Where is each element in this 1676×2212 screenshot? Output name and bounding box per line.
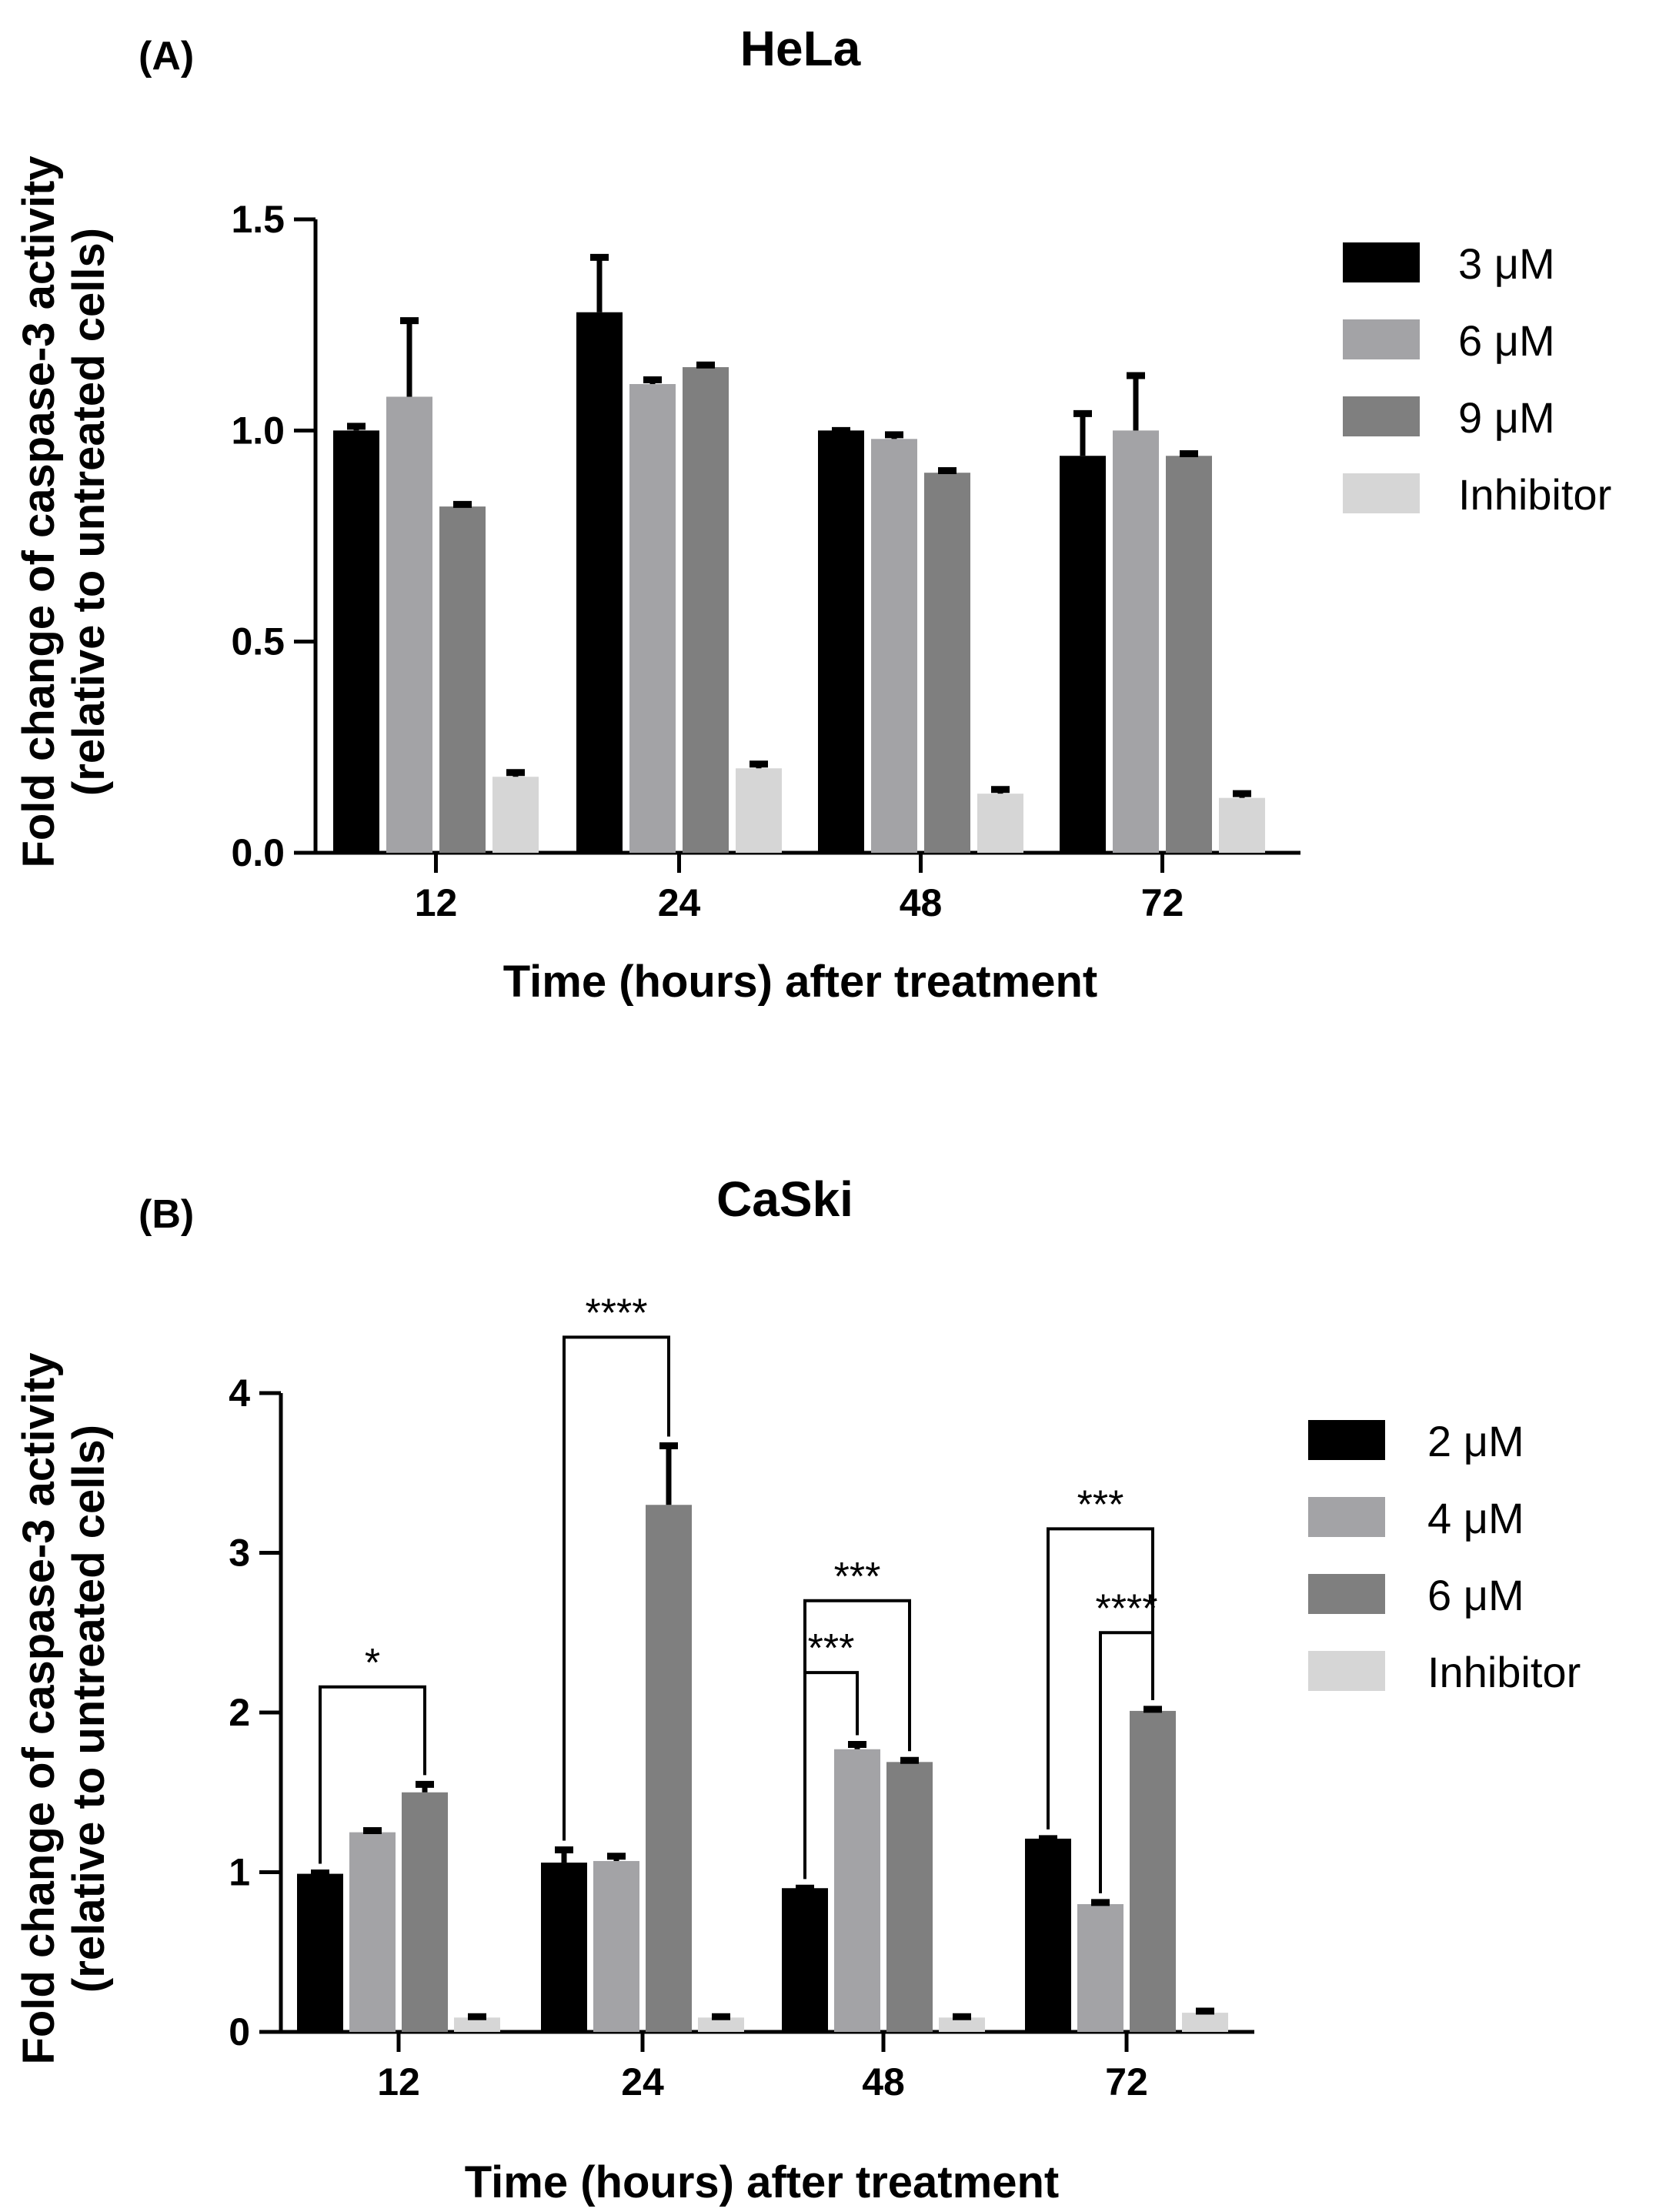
panel-a-ylabel-line2: (relative to untreated cells) — [64, 228, 114, 796]
bar-b-24-1 — [593, 1860, 639, 2032]
panel-a-xlabel: Time (hours) after treatment — [503, 957, 1097, 1007]
legend-a-label-0: 3 μM — [1458, 239, 1555, 288]
bar-b-48-0 — [782, 1888, 828, 2032]
bar-b-24-0 — [541, 1863, 587, 2032]
panel-b-legend: 2 μM 4 μM 6 μM Inhibitor — [1308, 1417, 1581, 1696]
bar-a-12-3 — [492, 777, 539, 853]
panel-a-title: HeLa — [740, 21, 861, 76]
y-tick-label-b: 0 — [229, 2010, 250, 2053]
bar-b-48-3 — [939, 2017, 985, 2032]
bar-a-24-2 — [683, 367, 729, 853]
bar-a-12-1 — [386, 396, 432, 853]
panel-b: (B) CaSki Fold change of caspase-3 activ… — [14, 1171, 1581, 2207]
panel-a-legend: 3 μM 6 μM 9 μM Inhibitor — [1343, 239, 1611, 519]
legend-b-label-3: Inhibitor — [1427, 1648, 1581, 1696]
bar-a-48-0 — [818, 430, 864, 853]
sig-label-b-0: * — [365, 1641, 380, 1686]
legend-a-label-3: Inhibitor — [1458, 470, 1611, 519]
x-tick-label-b: 12 — [377, 2060, 420, 2103]
panel-a: (A) HeLa Fold change of caspase-3 activi… — [14, 21, 1611, 1007]
sig-bracket-b-5 — [1099, 1631, 1154, 1893]
x-tick-label-b: 72 — [1105, 2060, 1148, 2103]
legend-b-swatch-1 — [1308, 1497, 1385, 1537]
x-tick-label-b: 48 — [862, 2060, 905, 2103]
bar-a-12-2 — [439, 506, 486, 853]
bar-b-12-2 — [402, 1792, 448, 2032]
bar-b-48-2 — [886, 1762, 933, 2032]
bar-b-48-1 — [834, 1749, 880, 2032]
sig-bracket-b-0 — [319, 1685, 426, 1864]
panel-b-ylabel-line1: Fold change of caspase-3 activity — [14, 1352, 64, 2064]
legend-a-swatch-2 — [1343, 396, 1420, 436]
y-tick-label-a: 1.5 — [231, 198, 285, 241]
bar-a-72-3 — [1219, 797, 1265, 853]
legend-b-swatch-0 — [1308, 1420, 1385, 1460]
bar-a-24-0 — [576, 312, 623, 853]
panel-b-ylabel-line2: (relative to untreated cells) — [64, 1425, 114, 1993]
bar-b-24-3 — [698, 2017, 744, 2032]
sig-label-b-3: *** — [808, 1626, 855, 1671]
legend-a-label-2: 9 μM — [1458, 393, 1555, 442]
bar-a-48-2 — [924, 473, 970, 853]
bar-b-72-1 — [1077, 1904, 1123, 2032]
sig-label-b-2: *** — [834, 1555, 881, 1599]
bar-b-72-2 — [1130, 1710, 1176, 2032]
bar-a-48-3 — [977, 794, 1023, 853]
legend-a-label-1: 6 μM — [1458, 316, 1555, 365]
legend-b-label-0: 2 μM — [1427, 1417, 1524, 1465]
y-tick-label-b: 2 — [229, 1691, 250, 1734]
panel-a-label: (A) — [139, 34, 194, 79]
sig-bracket-b-1 — [563, 1335, 670, 1841]
legend-a-swatch-3 — [1343, 473, 1420, 513]
sig-label-b-5: **** — [1096, 1586, 1158, 1631]
bar-a-72-1 — [1113, 430, 1159, 853]
panel-b-xlabel: Time (hours) after treatment — [465, 2157, 1059, 2207]
y-tick-label-a: 0.5 — [231, 620, 285, 663]
bar-a-72-2 — [1166, 456, 1212, 853]
panel-a-plot: 0.0 0.5 1.0 1.5 12 24 48 72 — [231, 198, 1300, 924]
sig-bracket-b-4 — [1047, 1527, 1154, 1829]
bar-b-24-2 — [646, 1505, 692, 2032]
bar-a-12-0 — [333, 430, 379, 853]
legend-b-label-2: 6 μM — [1427, 1571, 1524, 1619]
legend-b-swatch-2 — [1308, 1574, 1385, 1614]
panel-a-ylabel-line1: Fold change of caspase-3 activity — [14, 155, 64, 867]
x-tick-label-a: 12 — [415, 881, 458, 924]
legend-b-label-1: 4 μM — [1427, 1494, 1524, 1542]
bar-b-72-3 — [1182, 2013, 1228, 2032]
bar-a-72-0 — [1060, 456, 1106, 853]
sig-label-b-4: *** — [1077, 1482, 1124, 1527]
panel-b-title: CaSki — [716, 1171, 853, 1227]
y-tick-label-a: 1.0 — [231, 409, 285, 452]
y-tick-label-b: 3 — [229, 1532, 250, 1575]
bar-a-24-1 — [629, 383, 676, 854]
legend-a-swatch-1 — [1343, 319, 1420, 359]
bar-a-24-3 — [736, 768, 782, 853]
bar-a-48-1 — [871, 439, 917, 853]
y-tick-label-b: 4 — [229, 1372, 250, 1415]
panel-b-label: (B) — [139, 1192, 194, 1237]
legend-b-swatch-3 — [1308, 1651, 1385, 1691]
bar-b-12-3 — [454, 2017, 500, 2032]
y-tick-label-a: 0.0 — [231, 831, 285, 874]
bar-b-12-1 — [349, 1832, 396, 2032]
bar-b-12-0 — [297, 1873, 343, 2032]
x-tick-label-a: 48 — [900, 881, 943, 924]
y-tick-label-b: 1 — [229, 1851, 250, 1894]
x-tick-label-b: 24 — [621, 2060, 664, 2103]
sig-bracket-b-3 — [803, 1671, 859, 1880]
bar-b-72-0 — [1025, 1838, 1071, 2032]
legend-a-swatch-0 — [1343, 242, 1420, 282]
x-tick-label-a: 72 — [1141, 881, 1184, 924]
x-tick-label-a: 24 — [658, 881, 701, 924]
sig-label-b-1: **** — [586, 1291, 648, 1335]
